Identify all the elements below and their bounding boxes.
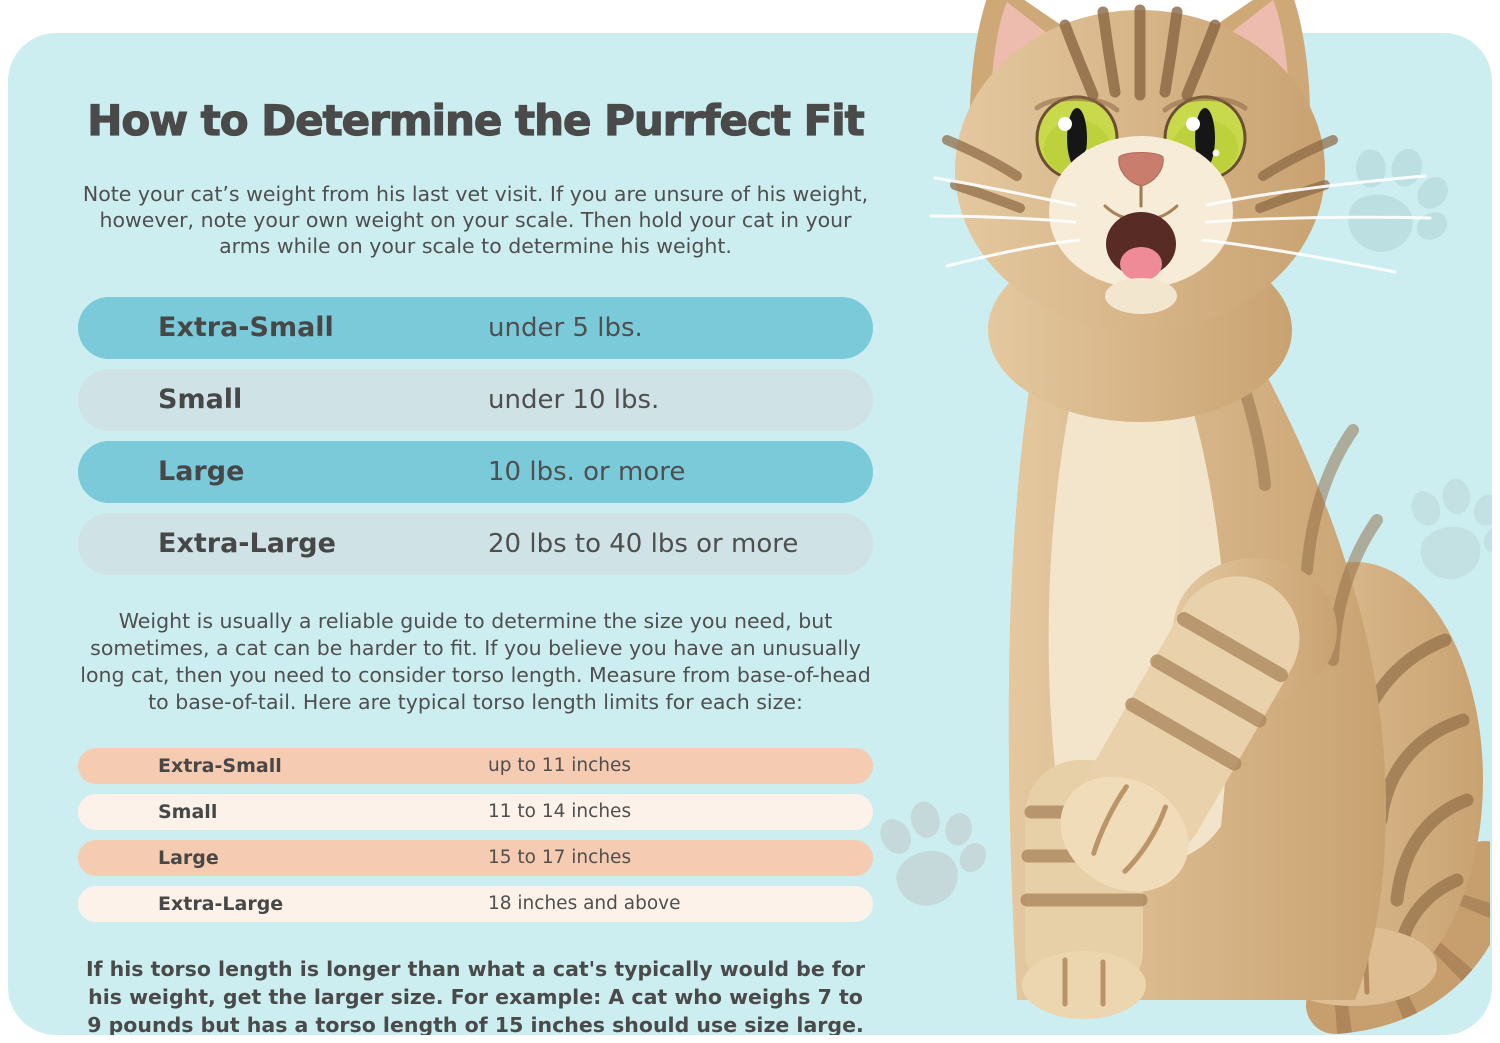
- weight-value: under 5 lbs.: [488, 313, 643, 343]
- weight-value: 10 lbs. or more: [488, 457, 686, 487]
- torso-length-value: 15 to 17 inches: [488, 847, 632, 868]
- size-label: Extra-Large: [158, 528, 336, 559]
- size-label: Extra-Large: [158, 893, 284, 915]
- torso-length-value: 18 inches and above: [488, 893, 681, 914]
- weight-table-row: Small under 10 lbs.: [78, 369, 873, 431]
- page-title: How to Determine the Purrfect Fit: [87, 96, 866, 146]
- torso-table-row: Small 11 to 14 inches: [78, 794, 873, 830]
- torso-table-row: Extra-Large 18 inches and above: [78, 886, 873, 922]
- cat-whiskers: [929, 174, 1432, 274]
- torso-guide-text: Weight is usually a reliable guide to de…: [80, 609, 871, 714]
- cat-photo: [925, 0, 1490, 1035]
- size-label: Small: [158, 384, 243, 415]
- intro-text: Note your cat’s weight from his last vet…: [82, 182, 869, 258]
- paw-print-icon: [859, 784, 1004, 929]
- size-label: Extra-Small: [158, 755, 282, 777]
- size-label: Large: [158, 847, 219, 869]
- torso-length-value: 11 to 14 inches: [488, 801, 632, 822]
- size-label: Small: [158, 801, 218, 823]
- size-label: Extra-Small: [158, 312, 334, 343]
- weight-table-row: Extra-Small under 5 lbs.: [78, 297, 873, 359]
- closing-note: If his torso length is longer than what …: [86, 957, 865, 1035]
- weight-table-row: Large 10 lbs. or more: [78, 441, 873, 503]
- torso-length-value: up to 11 inches: [488, 755, 632, 776]
- weight-value: 20 lbs to 40 lbs or more: [488, 529, 799, 559]
- weight-table-row: Extra-Large 20 lbs to 40 lbs or more: [78, 513, 873, 575]
- paw-print-icon: [1394, 469, 1492, 595]
- weight-value: under 10 lbs.: [488, 385, 660, 415]
- size-label: Large: [158, 456, 245, 487]
- torso-table-row: Extra-Small up to 11 inches: [78, 748, 873, 784]
- cat-raised-paw: [1060, 576, 1300, 892]
- cat-mouth: [1106, 212, 1176, 281]
- torso-table-row: Large 15 to 17 inches: [78, 840, 873, 876]
- cat-forehead-stripes: [1059, 4, 1221, 101]
- cat-nose: [1118, 152, 1164, 187]
